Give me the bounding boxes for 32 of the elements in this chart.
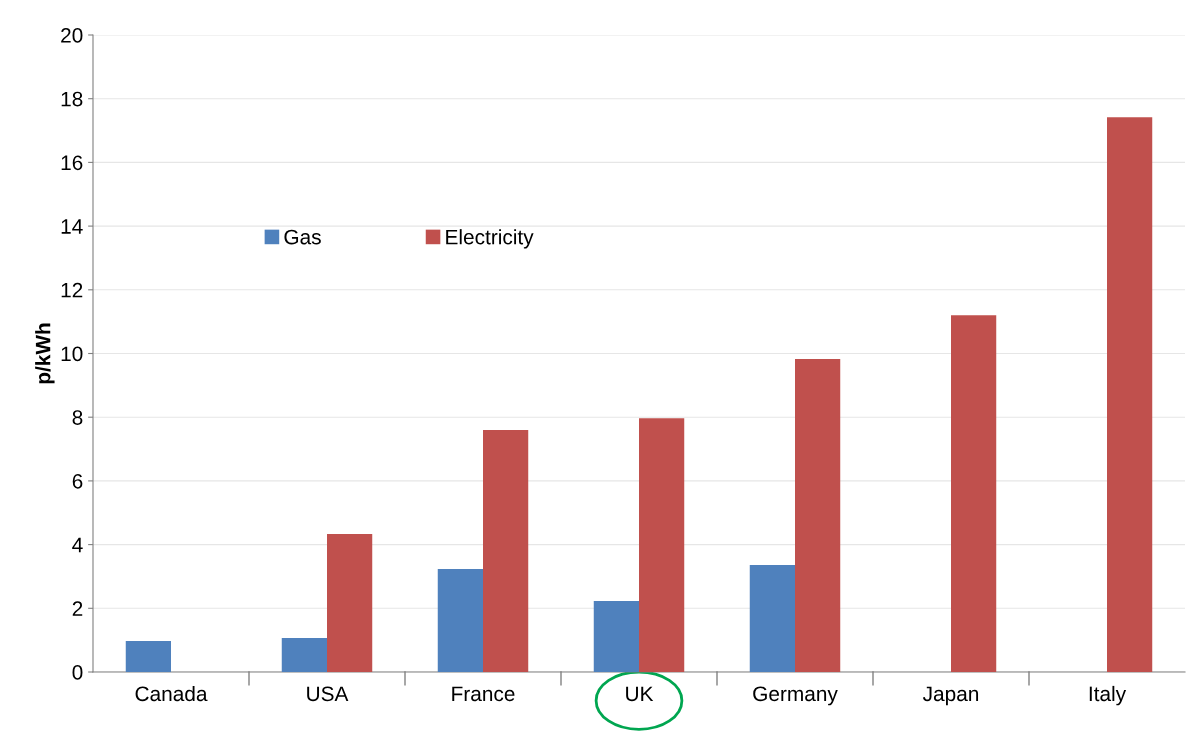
bar <box>639 418 685 672</box>
legend-label: Gas <box>284 229 321 245</box>
y-tick-label: 14 <box>61 219 83 234</box>
y-tick-label: 0 <box>72 665 83 680</box>
bar <box>125 641 171 672</box>
bar <box>327 534 373 672</box>
x-tick-label: Canada <box>135 685 208 702</box>
y-tick-label: 10 <box>61 346 83 362</box>
y-tick-label: 12 <box>61 282 83 298</box>
y-tick-label: 18 <box>61 91 83 107</box>
x-tick-label: Japan <box>922 686 979 706</box>
legend-label: Electricity <box>446 229 534 249</box>
y-tick-label: 2 <box>72 601 83 616</box>
y-tick-label: 16 <box>61 155 83 171</box>
bar <box>483 429 529 672</box>
y-tick-label: 4 <box>72 537 83 553</box>
bar <box>749 564 795 672</box>
x-tick-label: Germany <box>753 686 838 706</box>
y-tick-label: 20 <box>61 28 83 43</box>
x-tick-label: USA <box>307 686 349 702</box>
bar <box>437 569 483 672</box>
x-tick-label: UK <box>626 686 654 702</box>
bar <box>795 358 841 672</box>
y-axis-title: p/kWh <box>35 323 55 384</box>
bar <box>593 600 639 672</box>
x-tick-label: France <box>452 686 515 702</box>
bar <box>951 315 997 672</box>
y-tick-label: 6 <box>72 473 83 489</box>
bar <box>281 637 327 672</box>
x-tick-label: Italy <box>1089 685 1127 706</box>
y-tick-label: 8 <box>72 410 83 425</box>
bar <box>1107 117 1153 672</box>
